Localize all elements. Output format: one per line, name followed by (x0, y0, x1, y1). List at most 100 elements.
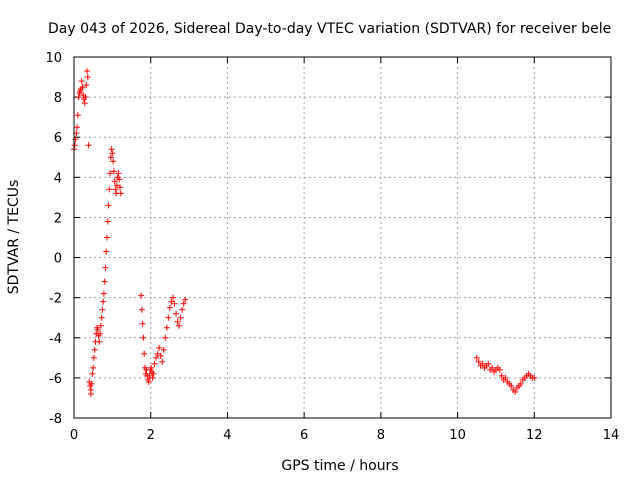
data-point (154, 350, 161, 357)
data-point (89, 370, 96, 377)
data-point (168, 298, 175, 305)
data-point (475, 358, 482, 365)
data-point (117, 190, 124, 197)
data-point (145, 378, 152, 385)
data-point (81, 100, 88, 107)
data-point (103, 248, 110, 255)
data-point (96, 338, 103, 345)
x-tick-label: 6 (300, 428, 308, 443)
data-point (101, 278, 108, 285)
data-point (171, 300, 178, 307)
data-point (105, 202, 112, 209)
data-point (71, 142, 78, 149)
data-point (502, 374, 509, 381)
data-point (148, 364, 155, 371)
data-point (180, 300, 187, 307)
data-point (113, 182, 120, 189)
data-point (74, 124, 81, 131)
data-point (165, 314, 172, 321)
data-point (100, 290, 107, 297)
data-point (116, 176, 123, 183)
data-point (75, 94, 82, 101)
chart-title: Day 043 of 2026, Sidereal Day-to-day VTE… (48, 21, 611, 37)
data-point (517, 380, 524, 387)
data-point (84, 68, 91, 75)
data-point (166, 304, 173, 311)
data-point (138, 306, 145, 313)
y-axis-label: SDTVAR / TECUs (6, 180, 22, 295)
data-point (153, 354, 160, 361)
y-tick-label: -4 (49, 332, 62, 347)
data-point (87, 390, 94, 397)
data-point (99, 306, 106, 313)
x-tick-label: 14 (603, 428, 620, 443)
data-point (115, 170, 122, 177)
y-tick-label: -2 (49, 292, 62, 307)
x-tick-label: 8 (377, 428, 385, 443)
data-point (85, 142, 92, 149)
x-tick-label: 0 (70, 428, 78, 443)
data-point (104, 218, 111, 225)
data-point (107, 170, 114, 177)
data-point (98, 314, 105, 321)
y-tick-label: 8 (54, 91, 62, 106)
data-point (108, 146, 115, 153)
data-point (139, 320, 146, 327)
data-point (82, 94, 89, 101)
data-point (79, 84, 86, 91)
data-point (100, 298, 107, 305)
data-point (91, 346, 98, 353)
plot-frame (73, 56, 612, 419)
grid-lines (74, 57, 611, 418)
data-point (117, 184, 124, 191)
data-point (174, 318, 181, 325)
data-point (473, 354, 480, 361)
y-tick-label: -8 (49, 412, 62, 427)
data-point (496, 366, 503, 373)
data-point (157, 352, 164, 359)
data-point (78, 78, 85, 85)
data-point (146, 372, 153, 379)
data-point (512, 388, 519, 395)
data-point (97, 322, 104, 329)
x-tick-labels: 0 2 4 6 8 10 12 14 (70, 428, 619, 443)
data-point (107, 154, 114, 161)
data-point (156, 344, 163, 351)
data-point (150, 370, 157, 377)
y-tick-label: 4 (54, 171, 62, 186)
data-point (179, 306, 186, 313)
data-point (102, 264, 109, 271)
data-point (182, 296, 189, 303)
data-point (479, 360, 486, 367)
y-tick-label: 6 (54, 131, 62, 146)
x-tick-label: 12 (526, 428, 543, 443)
data-point (112, 186, 119, 193)
data-point (97, 330, 104, 337)
data-point (531, 374, 538, 381)
data-point (160, 346, 167, 353)
y-tick-label: 2 (54, 211, 62, 226)
data-point (169, 294, 176, 301)
data-point (90, 354, 97, 361)
data-point (489, 364, 496, 371)
data-point (138, 292, 145, 299)
data-point (159, 358, 166, 365)
data-point (83, 82, 90, 89)
x-tick-label: 10 (449, 428, 466, 443)
data-point (94, 326, 101, 333)
data-point (163, 324, 170, 331)
data-point (110, 158, 117, 165)
data-point (149, 374, 156, 381)
y-tick-label: 0 (54, 252, 62, 267)
data-point (74, 112, 81, 119)
data-point (176, 322, 183, 329)
data-point (508, 382, 515, 389)
data-points (71, 68, 538, 397)
x-axis-label: GPS time / hours (281, 458, 398, 474)
data-point (151, 360, 158, 367)
y-tick-labels: -8 -6 -4 -2 0 2 4 6 8 10 (45, 51, 62, 427)
data-point (106, 186, 113, 193)
data-point (109, 150, 116, 157)
y-tick-label: 10 (45, 51, 62, 66)
